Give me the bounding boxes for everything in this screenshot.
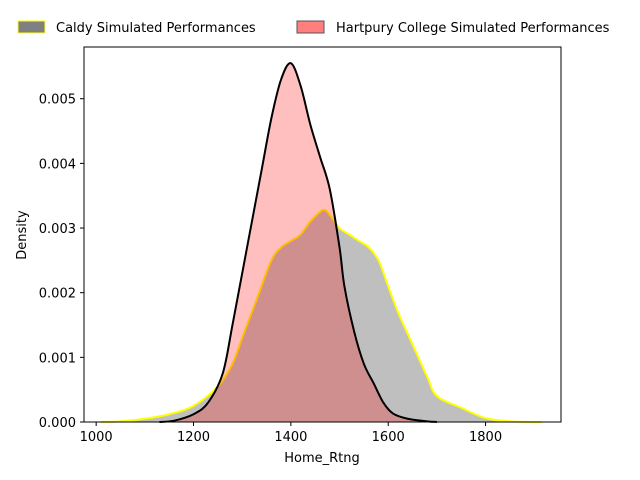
legend: Caldy Simulated Performances Hartpury Co…: [17, 20, 610, 36]
x-tick-label: 1800: [469, 430, 502, 445]
series-line-1: [159, 62, 437, 423]
plot-series: [101, 62, 542, 423]
x-axis-label: Home_Rtng: [284, 451, 360, 466]
y-tick-label: 0.002: [39, 287, 76, 302]
x-tick-label: 1600: [372, 430, 405, 445]
y-axis: 0.000 0.001 0.002 0.003 0.004 0.005: [39, 93, 84, 431]
y-tick-label: 0.001: [39, 351, 76, 366]
x-tick-label: 1400: [274, 430, 307, 445]
x-tick-label: 1200: [177, 430, 210, 445]
plot-frame: [83, 46, 562, 423]
x-tick-label: 1000: [80, 430, 113, 445]
x-axis: 1000 1200 1400 1600 1800: [80, 422, 502, 445]
y-tick-label: 0.004: [39, 157, 76, 172]
series-area-0: [101, 209, 542, 422]
y-tick-label: 0.005: [39, 93, 76, 108]
legend-swatch-caldy: [17, 20, 46, 34]
legend-label-caldy: Caldy Simulated Performances: [56, 21, 256, 36]
y-tick-label: 0.000: [39, 416, 76, 431]
series-area-1: [159, 63, 437, 423]
legend-swatch-hartpury: [296, 20, 325, 34]
y-axis-label: Density: [15, 210, 30, 260]
y-tick-label: 0.003: [39, 222, 76, 237]
legend-label-hartpury: Hartpury College Simulated Performances: [336, 21, 610, 36]
